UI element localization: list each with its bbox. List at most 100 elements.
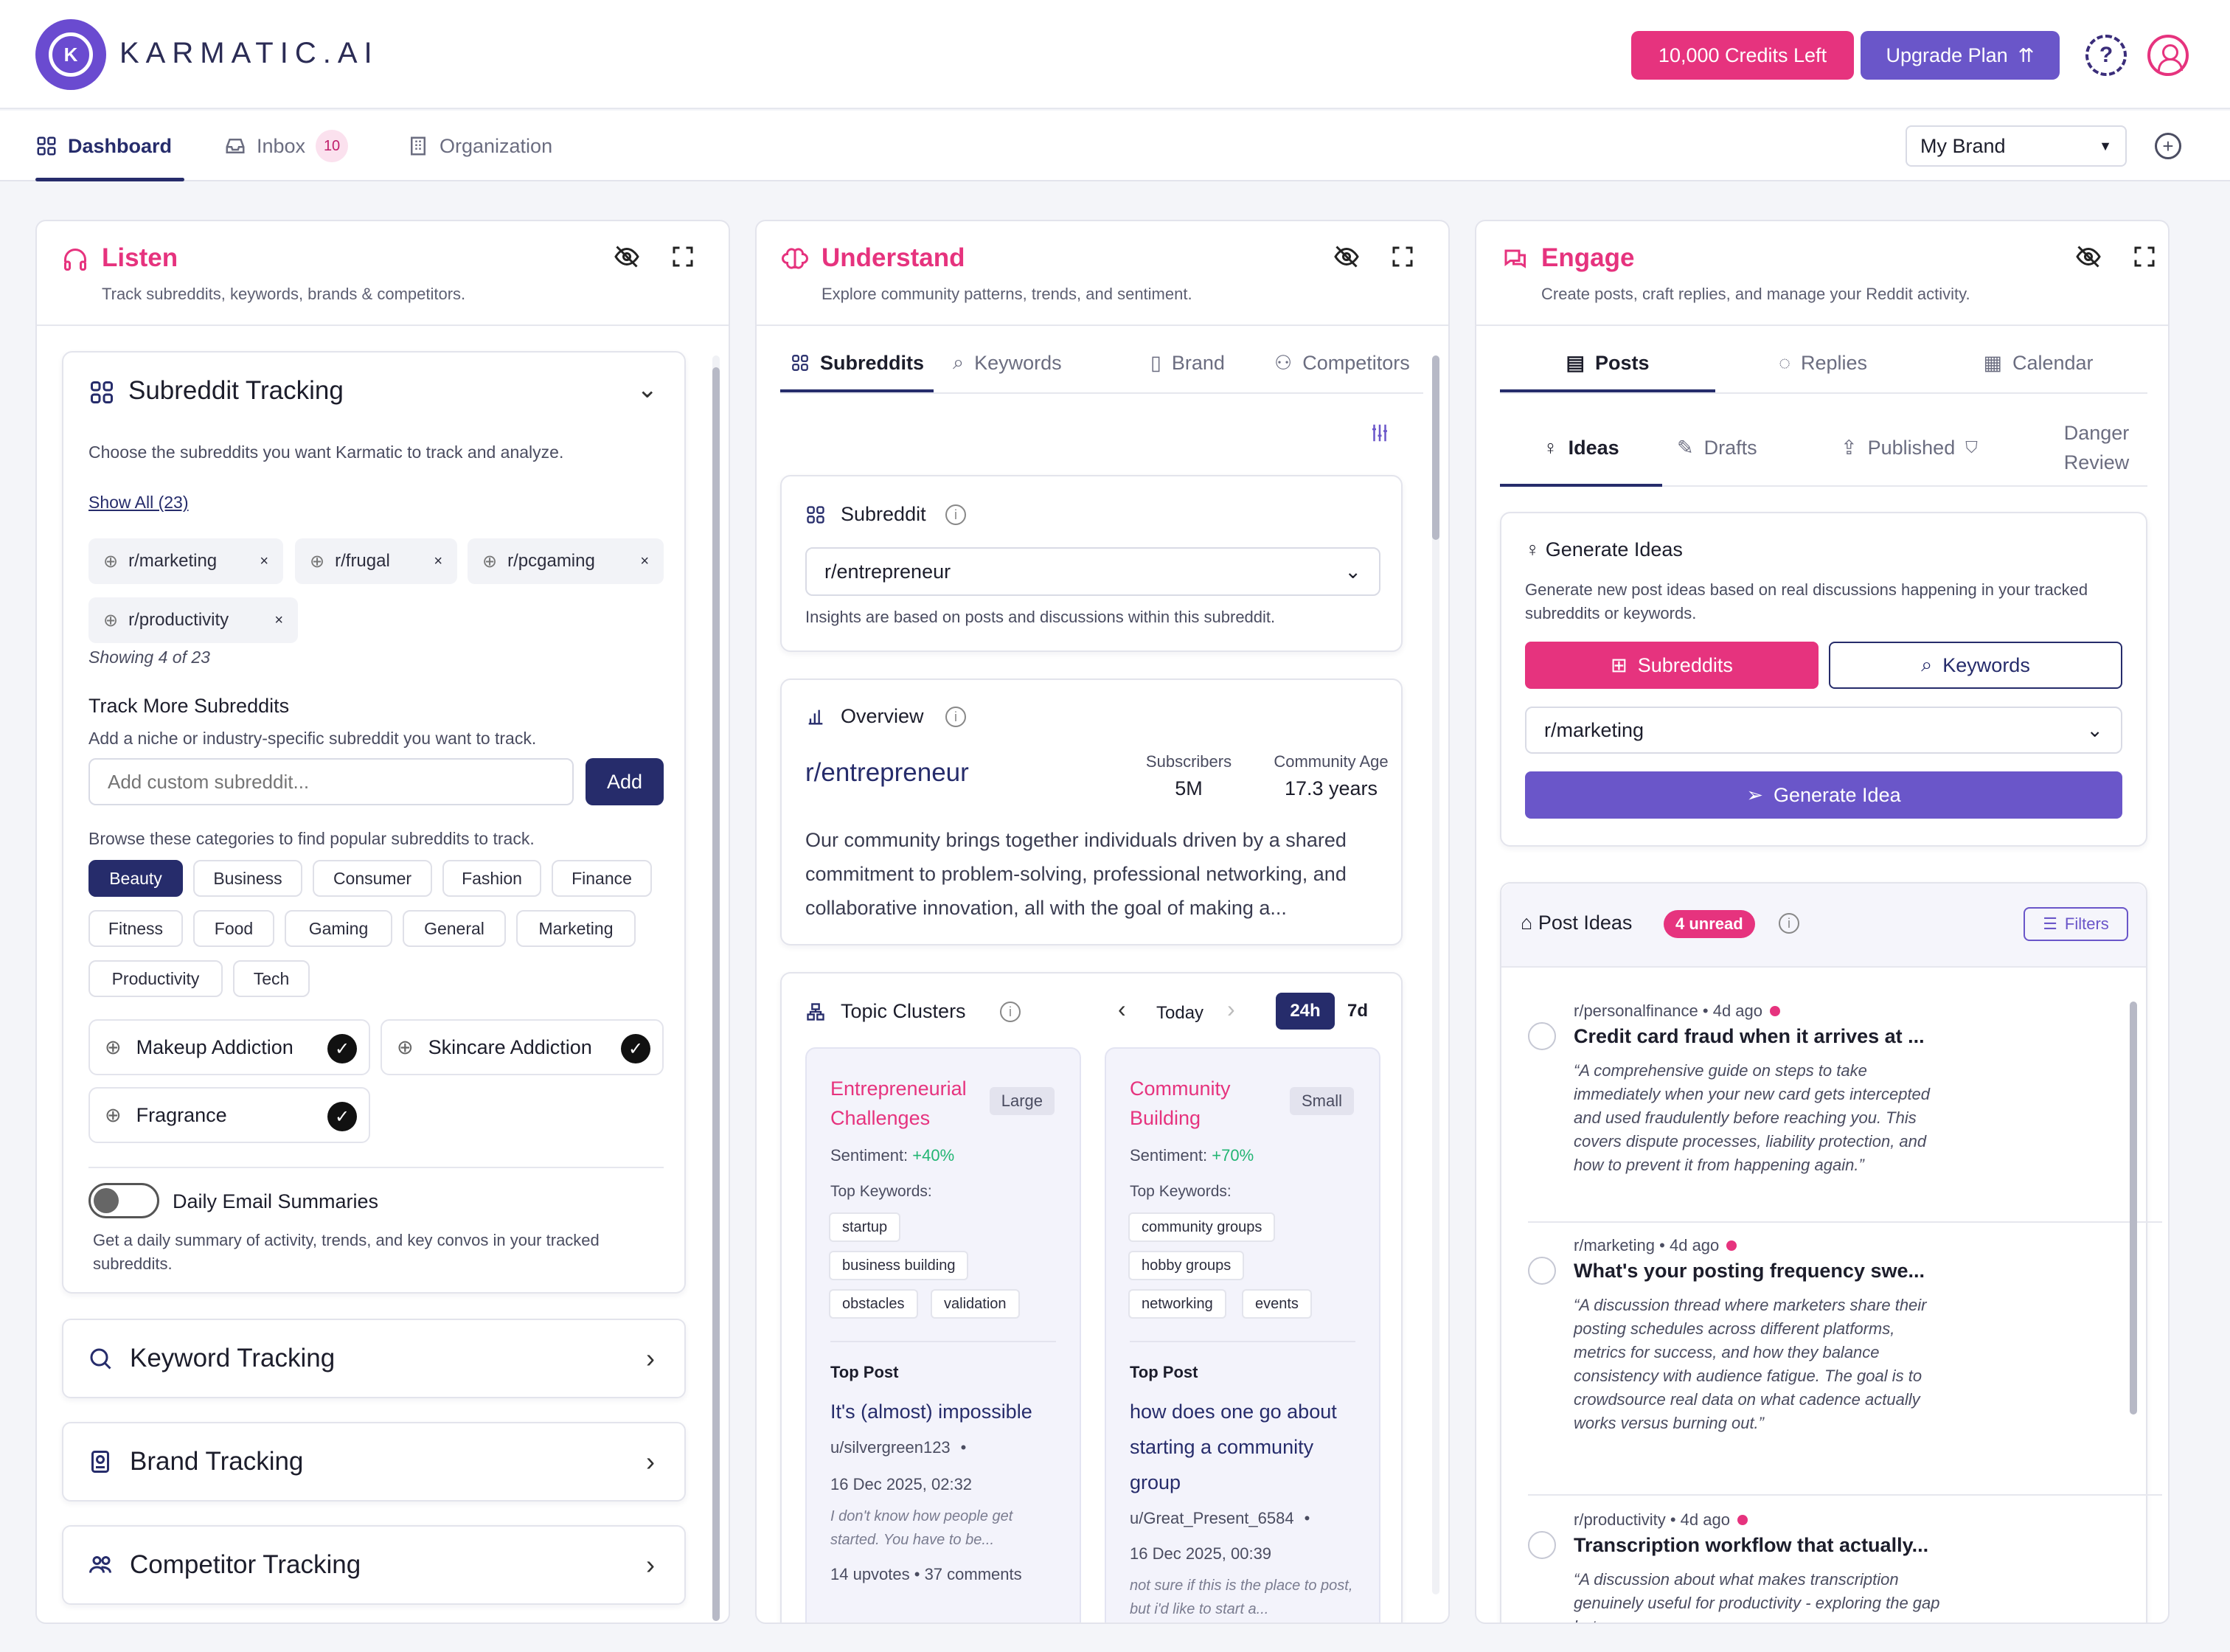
tab-replies[interactable]: ◌ Replies [1715, 333, 1931, 392]
top-post-title[interactable]: how does one go about starting a communi… [1130, 1401, 1337, 1493]
chevron-right-icon[interactable]: › [1227, 996, 1235, 1022]
info-icon[interactable]: i [1000, 1002, 1021, 1022]
tab-competitors[interactable]: ⚇ Competitors [1274, 333, 1410, 392]
remove-icon[interactable]: × [260, 552, 268, 569]
filter-icon: ☰ [2043, 914, 2057, 933]
category-business[interactable]: Business [193, 860, 302, 897]
reply-icon: ◌ [1778, 351, 1790, 374]
post-title: Transcription workflow that actually... [1574, 1534, 1929, 1556]
expand-icon[interactable] [2131, 243, 2158, 270]
info-icon[interactable]: i [945, 504, 966, 525]
range-24h[interactable]: 24h [1276, 993, 1335, 1030]
search-icon: ⌕ [953, 351, 965, 373]
show-all-link[interactable]: Show All (23) [88, 493, 189, 512]
tab-calendar[interactable]: ▦ Calendar [1931, 333, 2146, 392]
post-ideas-scrollbar[interactable] [2130, 1002, 2137, 1415]
expand-icon[interactable] [1389, 243, 1416, 270]
subreddit-select[interactable]: r/entrepreneur ⌄ [805, 547, 1380, 596]
suggested-subreddit[interactable]: ⊕ Makeup Addiction ✓ [88, 1019, 370, 1075]
remove-icon[interactable]: × [434, 552, 442, 569]
info-icon[interactable]: i [945, 707, 966, 727]
post-idea-item[interactable]: r/productivity • 4d ago Transcription wo… [1528, 1510, 2162, 1622]
filters-button[interactable]: ☰ Filters [2024, 907, 2128, 941]
expand-icon[interactable] [670, 243, 696, 270]
select-radio[interactable] [1528, 1257, 1556, 1285]
keyword-tag: validation [931, 1289, 1020, 1319]
chevron-left-icon[interactable]: ‹ [1118, 996, 1126, 1022]
tab-inbox[interactable]: Inbox 10 [224, 111, 349, 181]
tab-brand[interactable]: ▯ Brand [1150, 333, 1225, 392]
add-button[interactable]: Add [586, 758, 664, 805]
post-idea-item[interactable]: r/marketing • 4d ago What's your posting… [1528, 1236, 2162, 1496]
tab-dashboard[interactable]: Dashboard [35, 111, 184, 181]
hide-eye-icon[interactable] [614, 243, 640, 270]
category-beauty[interactable]: Beauty [88, 860, 183, 897]
top-post-stats: 14 upvotes • 37 comments [830, 1565, 1022, 1583]
credits-button[interactable]: 10,000 Credits Left [1631, 31, 1854, 80]
custom-subreddit-input[interactable] [88, 758, 574, 805]
email-label: Daily Email Summaries [173, 1190, 379, 1212]
top-post-title[interactable]: It's (almost) impossible [830, 1401, 1032, 1423]
category-gaming[interactable]: Gaming [285, 910, 392, 947]
source-keywords-button[interactable]: ⌕ Keywords [1829, 642, 2122, 689]
keyword-tag: networking [1128, 1289, 1226, 1319]
category-general[interactable]: General [403, 910, 506, 947]
cluster-card[interactable]: Community Building Small Sentiment: +70%… [1105, 1047, 1380, 1622]
subtab-published[interactable]: ⇪ Published ⛉ [1841, 409, 1978, 487]
understand-scrollbar[interactable] [1431, 333, 1441, 1617]
suggested-subreddit[interactable]: ⊕ Skincare Addiction ✓ [381, 1019, 664, 1075]
select-radio[interactable] [1528, 1531, 1556, 1559]
headphones-icon [64, 249, 86, 271]
chevron-down-icon[interactable]: ⌄ [636, 375, 659, 403]
generate-idea-button[interactable]: ➢ Generate Idea [1525, 771, 2122, 819]
overview-desc: Our community brings together individual… [805, 829, 1347, 919]
range-7d[interactable]: 7d [1347, 1001, 1368, 1021]
tab-subreddits[interactable]: Subreddits [780, 333, 934, 392]
info-icon[interactable]: i [1779, 913, 1799, 934]
category-consumer[interactable]: Consumer [313, 860, 432, 897]
engage-header: Engage Create posts, craft replies, and … [1476, 221, 2168, 326]
post-idea-item[interactable]: r/personalfinance • 4d ago Credit card f… [1528, 1002, 2162, 1223]
upgrade-plan-button[interactable]: Upgrade Plan ⇈ [1861, 31, 2060, 80]
brand-select[interactable]: My Brand ▼ [1906, 125, 2127, 167]
keyword-tracking-accordion[interactable]: Keyword Tracking › [62, 1319, 686, 1398]
help-icon[interactable]: ? [2085, 35, 2127, 76]
cluster-title: Community Building [1130, 1077, 1231, 1129]
category-productivity[interactable]: Productivity [88, 960, 223, 997]
category-food[interactable]: Food [193, 910, 274, 947]
source-select[interactable]: r/marketing ⌄ [1525, 707, 2122, 754]
cluster-card[interactable]: Entrepreneurial Challenges Large Sentime… [805, 1047, 1081, 1622]
subtab-drafts[interactable]: ✎ Drafts [1677, 409, 1757, 487]
chip-label: r/productivity [128, 610, 229, 630]
listen-scrollbar[interactable] [711, 333, 721, 1621]
email-toggle[interactable] [88, 1183, 159, 1218]
category-marketing[interactable]: Marketing [516, 910, 636, 947]
category-fitness[interactable]: Fitness [88, 910, 183, 947]
author-name: u/silvergreen123 [830, 1438, 951, 1457]
category-finance[interactable]: Finance [552, 860, 652, 897]
source-subreddits-button[interactable]: ⊞ Subreddits [1525, 642, 1819, 689]
suggested-subreddit[interactable]: ⊕ Fragrance ✓ [88, 1087, 370, 1143]
remove-icon[interactable]: × [274, 611, 283, 628]
select-radio[interactable] [1528, 1022, 1556, 1050]
subtab-danger-review[interactable]: Danger Review [2049, 409, 2144, 487]
remove-icon[interactable]: × [640, 552, 649, 569]
competitor-tracking-accordion[interactable]: Competitor Tracking › [62, 1525, 686, 1605]
tab-organization[interactable]: Organization [407, 111, 552, 181]
post-meta: r/personalfinance • 4d ago [1574, 1002, 1781, 1021]
brand-tracking-accordion[interactable]: Brand Tracking › [62, 1422, 686, 1502]
globe-icon: ⊕ [482, 551, 498, 572]
hide-eye-icon[interactable] [1333, 243, 1360, 270]
category-tech[interactable]: Tech [233, 960, 310, 997]
tab-keywords[interactable]: ⌕ Keywords [953, 333, 1062, 392]
hide-eye-icon[interactable] [2075, 243, 2102, 270]
filter-sliders-icon[interactable] [1369, 422, 1391, 444]
chat-icon [1504, 249, 1526, 268]
add-brand-icon[interactable]: + [2155, 133, 2181, 159]
category-fashion[interactable]: Fashion [442, 860, 541, 897]
karmatic-logo[interactable]: K [35, 19, 106, 90]
subtab-ideas[interactable]: ♀ Ideas [1500, 409, 1662, 487]
tab-posts[interactable]: ▤ Posts [1500, 333, 1715, 392]
subreddit-tracking-title: Subreddit Tracking [128, 376, 344, 405]
user-avatar-icon[interactable] [2147, 35, 2189, 76]
